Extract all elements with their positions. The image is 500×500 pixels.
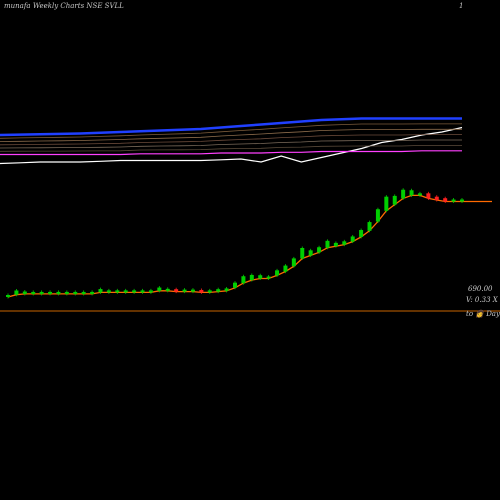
candle-up — [417, 193, 422, 196]
candle-down — [434, 196, 439, 200]
volume-label: V: 0.33 X — [466, 296, 499, 304]
candle-up — [140, 290, 145, 293]
candle-up — [460, 199, 464, 202]
page-marker: 1 — [459, 2, 463, 10]
candle-up — [317, 247, 322, 253]
candle-down — [199, 289, 204, 293]
candle-up — [275, 270, 280, 276]
candle-up — [48, 291, 53, 294]
candle-up — [73, 291, 78, 294]
candles — [6, 188, 464, 299]
candle-up — [98, 289, 103, 293]
candle-up — [300, 248, 305, 259]
moving-average-line — [0, 150, 462, 156]
candle-up — [266, 276, 271, 279]
candle-up — [115, 290, 120, 293]
candle-up — [409, 190, 414, 196]
candle-up — [392, 195, 397, 205]
candle-up — [350, 236, 355, 242]
moving-average-band-line — [0, 139, 462, 149]
candle-up — [325, 240, 330, 248]
candle-up — [367, 222, 372, 231]
days-label: to 👩 Days — [466, 309, 500, 318]
candle-up — [64, 291, 69, 294]
moving-averages — [0, 117, 463, 165]
moving-average-line — [0, 126, 463, 165]
candle-up — [401, 189, 406, 199]
moving-average-band-line — [0, 123, 462, 139]
candle-up — [241, 276, 246, 284]
candle-down — [426, 193, 431, 199]
candle-down — [174, 289, 179, 292]
candle-down — [443, 198, 448, 202]
candle-up — [333, 242, 338, 247]
candle-up — [165, 288, 170, 291]
candle-up — [359, 230, 364, 237]
moving-average-band-line — [0, 128, 462, 142]
candle-up — [451, 199, 456, 202]
candle-up — [375, 209, 380, 222]
moving-average-line — [0, 117, 462, 137]
candle-up — [123, 290, 128, 293]
candle-up — [308, 250, 313, 256]
price-label: 690.00 — [468, 285, 493, 293]
candle-up — [190, 289, 195, 292]
candle-up — [157, 287, 162, 291]
candle-up — [132, 290, 137, 293]
candle-up — [22, 291, 27, 294]
candle-up — [384, 196, 389, 211]
candle-up — [182, 289, 187, 292]
candle-up — [81, 291, 86, 294]
candle-up — [207, 290, 212, 293]
candle-up — [258, 275, 263, 279]
candle-up — [283, 265, 288, 272]
moving-average-band-line — [0, 134, 462, 146]
moving-average-band-line — [0, 144, 462, 152]
candle-up — [224, 288, 229, 291]
candle-up — [342, 241, 347, 245]
candle-up — [249, 274, 254, 281]
candle-up — [39, 291, 44, 294]
candle-up — [31, 291, 36, 294]
candle-up — [14, 290, 19, 295]
candle-up — [216, 289, 221, 292]
candle-up — [233, 282, 237, 288]
candle-up — [90, 291, 95, 294]
candle-up — [6, 295, 10, 297]
candle-up — [291, 258, 296, 267]
chart-title: munafa Weekly Charts NSE SVLL — [4, 2, 124, 10]
candle-up — [148, 290, 153, 293]
candle-up — [106, 290, 111, 293]
candle-up — [56, 291, 61, 294]
